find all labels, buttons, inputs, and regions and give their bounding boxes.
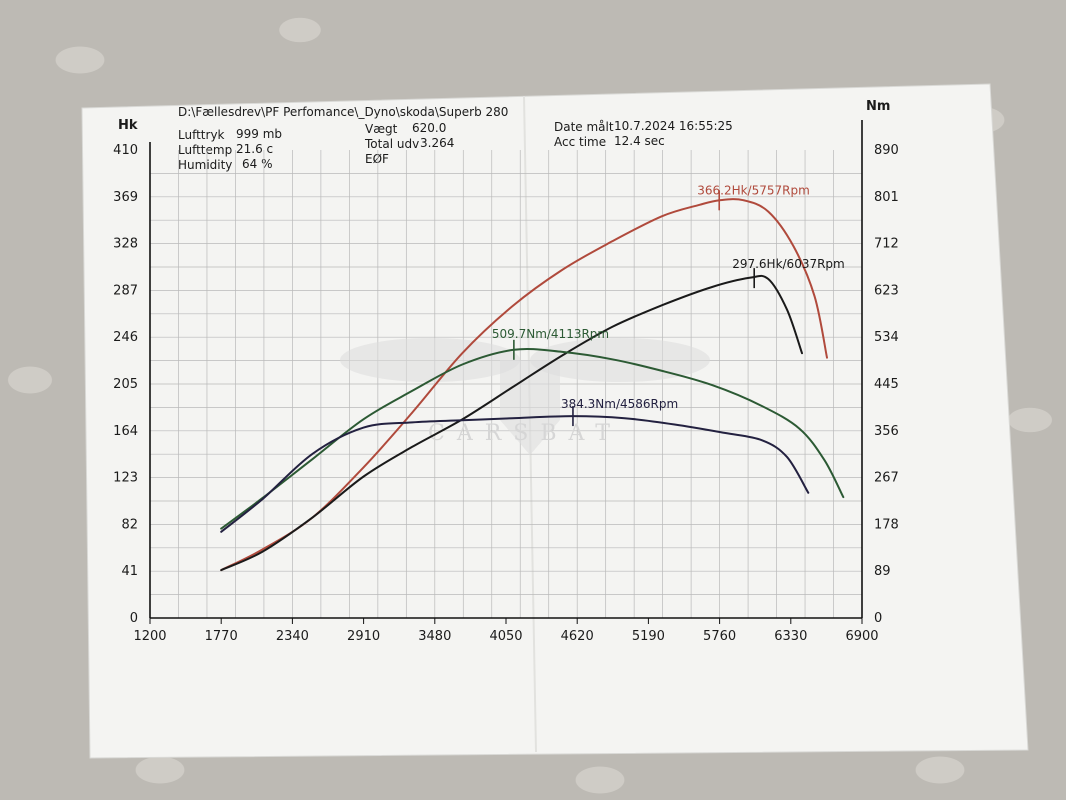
series-line-torque-after <box>220 348 845 530</box>
lufttryk-label: Lufttryk <box>178 128 225 142</box>
grid <box>150 150 862 618</box>
right-axis-label: Nm <box>866 99 890 114</box>
total-udv-label: Total udv <box>364 137 419 151</box>
right-tick-label: 890 <box>874 143 899 158</box>
watermark-text: CARSBAT <box>428 421 622 446</box>
humidity-label: Humidity <box>178 158 232 172</box>
right-tick-label: 356 <box>874 424 899 439</box>
x-tick-label: 5760 <box>703 629 736 644</box>
left-axis-label: Hk <box>118 118 138 133</box>
peak-annotation: 384.3Nm/4586Rpm <box>561 397 678 411</box>
eof-label: EØF <box>365 152 389 166</box>
x-tick-label: 6900 <box>845 629 878 644</box>
left-tick-label: 205 <box>113 377 138 392</box>
total-udv-value: 3.264 <box>420 136 454 150</box>
file-path: D:\Fællesdrev\PF Perfomance\_Dyno\skoda\… <box>178 105 508 119</box>
right-tick-label: 178 <box>874 517 899 532</box>
axes: 1200 1770 2340 2910 3480 4050 4620 5190 5760 6330… <box>113 120 899 644</box>
lufttemp-value: 21.6 c <box>236 142 273 156</box>
vaegt-label: Vægt <box>365 122 398 136</box>
left-tick-label: 164 <box>113 424 138 439</box>
left-tick-label: 328 <box>113 237 138 252</box>
x-tick-label: 2340 <box>276 629 309 644</box>
watermark-shield-icon <box>500 360 560 455</box>
lufttemp-label: Lufttemp <box>178 143 232 157</box>
left-tick-label: 41 <box>121 564 138 579</box>
x-tick-label: 4050 <box>489 629 522 644</box>
series-line-power-after <box>220 198 828 572</box>
x-tick-label: 1200 <box>133 629 166 644</box>
x-tick-label: 2910 <box>347 629 380 644</box>
series <box>220 198 845 572</box>
right-tick-label: 801 <box>874 190 899 205</box>
left-tick-label: 123 <box>113 471 138 486</box>
right-tick-label: 0 <box>874 611 882 626</box>
right-tick-label: 623 <box>874 283 899 298</box>
left-tick-label: 369 <box>113 190 138 205</box>
annotations: 366.2Hk/5757Rpm 297.6Hk/6037Rpm 509.7Nm/41… <box>492 183 845 427</box>
x-tick-label: 1770 <box>205 629 238 644</box>
left-tick-label: 82 <box>121 517 138 532</box>
x-tick-label: 4620 <box>561 629 594 644</box>
right-tick-label: 267 <box>874 471 899 486</box>
left-tick-label: 246 <box>113 330 138 345</box>
left-tick-label: 410 <box>113 143 138 158</box>
x-tick-label: 5190 <box>632 629 665 644</box>
peak-annotation: 297.6Hk/6037Rpm <box>732 257 845 271</box>
peak-annotation: 509.7Nm/4113Rpm <box>492 327 609 341</box>
x-tick-label: 6330 <box>774 629 807 644</box>
right-tick-label: 445 <box>874 377 899 392</box>
series-line-torque-before <box>220 415 810 533</box>
right-tick-label: 534 <box>874 330 899 345</box>
acc-time-value: 12.4 sec <box>614 134 665 148</box>
lufttryk-value: 999 mb <box>236 127 282 141</box>
date-value: 10.7.2024 16:55:25 <box>614 119 733 133</box>
left-tick-label: 0 <box>130 611 138 626</box>
acc-time-label: Acc time <box>554 135 606 149</box>
left-tick-label: 287 <box>113 283 138 298</box>
vaegt-value: 620.0 <box>412 121 446 135</box>
header-block: D:\Fællesdrev\PF Perfomance\_Dyno\skoda\… <box>178 105 733 172</box>
peak-annotation: 366.2Hk/5757Rpm <box>697 183 810 197</box>
humidity-value: 64 % <box>242 157 273 171</box>
right-tick-label: 712 <box>874 237 899 252</box>
right-tick-label: 89 <box>874 564 891 579</box>
x-tick-label: 3480 <box>418 629 451 644</box>
watermark-wing-left <box>340 338 520 382</box>
series-line-power-before <box>220 274 803 572</box>
date-label: Date målt <box>554 120 614 134</box>
